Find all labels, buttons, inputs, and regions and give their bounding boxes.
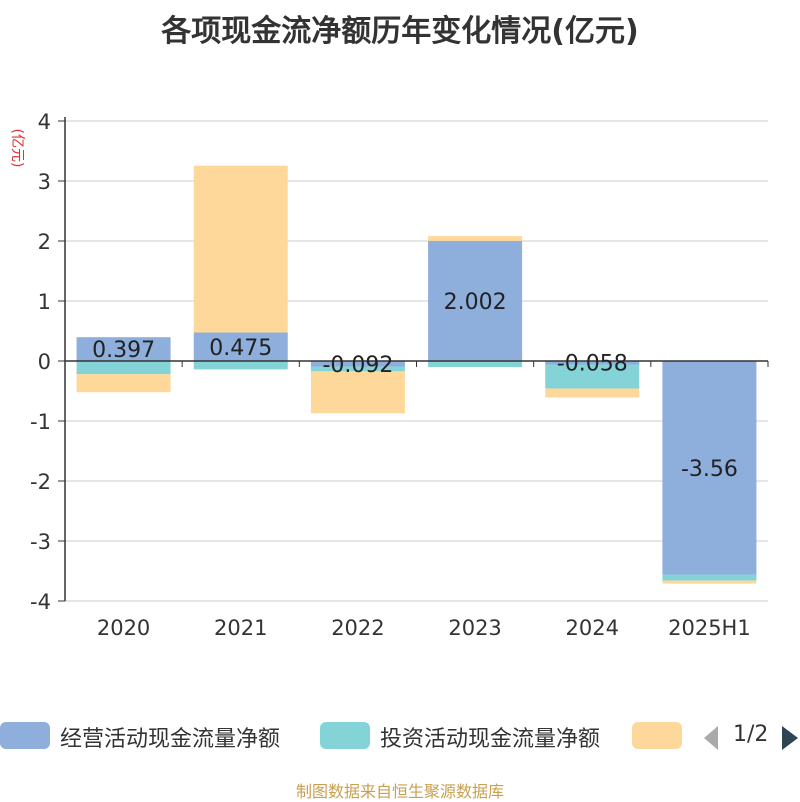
y-axis-label: (亿元): [9, 129, 25, 168]
bar-2022-series-3: [310, 371, 405, 414]
bar-2023-series-3: [428, 236, 523, 241]
legend-pager: 1/2: [700, 720, 800, 754]
bar-2024-series-1: [545, 361, 640, 365]
prev-page-icon[interactable]: [704, 726, 718, 750]
legend-swatch-financing: [632, 722, 682, 749]
legend-swatch-investing: [320, 722, 370, 749]
bars: [76, 165, 757, 584]
legend-swatch-operating: [0, 722, 50, 749]
x-tick-label: 2025H1: [668, 616, 751, 640]
grid-lines: [65, 120, 768, 602]
data-label-2023: 2.002: [444, 290, 507, 315]
x-tick-label: 2021: [214, 616, 267, 640]
y-tick-label: 0: [38, 350, 51, 374]
bar-2023-series-2: [428, 361, 523, 367]
x-tick-label: 2023: [448, 616, 501, 640]
bar-2024-series-2: [545, 364, 640, 389]
bar-2025H1-series-2: [662, 574, 757, 581]
data-label-2025H1: -3.56: [681, 457, 738, 482]
y-tick-label: 4: [38, 110, 51, 134]
bar-2023-series-1: [428, 240, 523, 361]
x-tick-label: 2020: [97, 616, 150, 640]
bar-2022-series-2: [310, 366, 405, 372]
legend-label-investing: 投资活动现金流量净额: [380, 727, 601, 752]
legend-label-operating: 经营活动现金流量净额: [60, 727, 281, 752]
x-tick-label: 2022: [331, 616, 384, 640]
y-tick-label: 2: [38, 230, 51, 254]
bar-2021-series-1: [193, 332, 288, 361]
bar-2025H1-series-3: [662, 580, 757, 584]
source-note: 制图数据来自恒生聚源数据库: [295, 782, 504, 801]
chart-title: 各项现金流净额历年变化情况(亿元): [161, 14, 639, 49]
bar-2020-series-1: [76, 337, 171, 361]
next-page-icon[interactable]: [782, 726, 798, 750]
bar-2024-series-3: [545, 388, 640, 398]
data-labels: 0.397 0.475 -0.092 2.002 -0.058 -3.56: [92, 290, 738, 482]
y-tick-label: 1: [38, 290, 51, 314]
y-tick-label: -2: [30, 470, 51, 494]
data-label-2024: -0.058: [557, 352, 628, 377]
legend: 经营活动现金流量净额 投资活动现金流量净额 1/2: [0, 716, 800, 756]
legend-page-indicator: 1/2: [733, 722, 769, 747]
y-tick-label: -3: [30, 530, 51, 554]
y-tick-label: -4: [30, 590, 51, 614]
axes: 4 3 2 1 0 -1 -2 -3 -4 2020 2021 2022 2023 2024 2025H1: [30, 110, 769, 640]
y-tick-label: 3: [38, 170, 51, 194]
data-label-2020: 0.397: [92, 338, 155, 363]
data-label-2022: -0.092: [322, 353, 393, 378]
bar-2020-series-3: [76, 374, 171, 393]
bar-2021-series-3: [193, 165, 288, 333]
y-tick-label: -1: [30, 410, 51, 434]
bar-2022-series-1: [310, 361, 405, 367]
bar-2021-series-2: [193, 361, 288, 370]
x-tick-label: 2024: [566, 616, 619, 640]
bar-2025H1-series-1: [662, 361, 757, 575]
data-label-2021: 0.475: [209, 336, 272, 361]
bar-2020-series-2: [76, 361, 171, 375]
